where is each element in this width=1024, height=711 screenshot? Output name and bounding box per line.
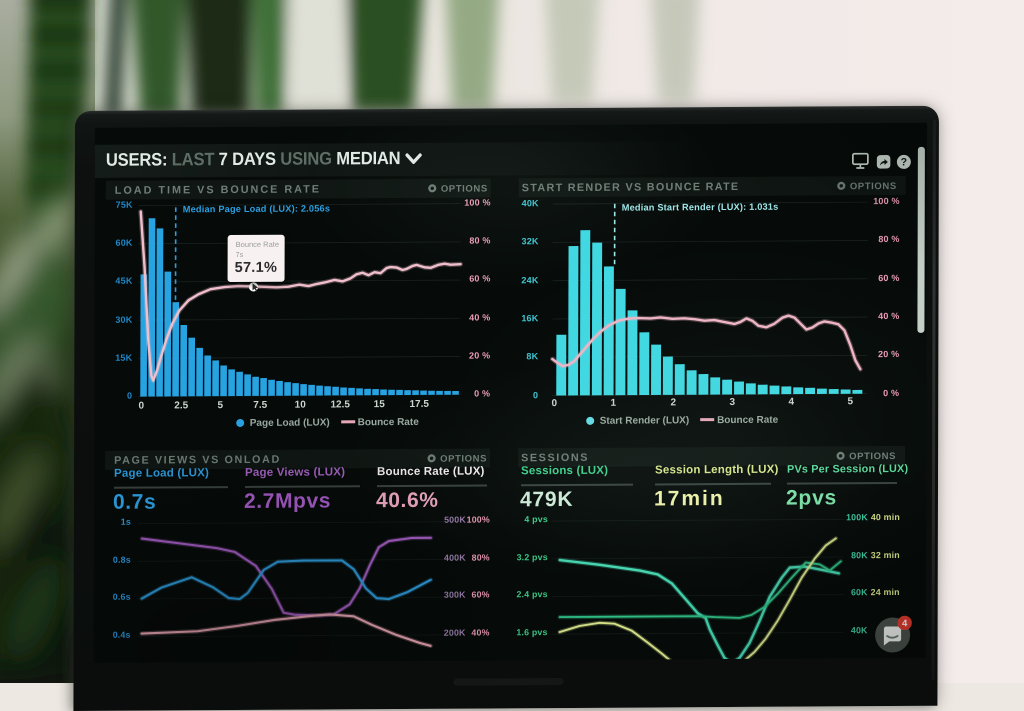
svg-text:?: ? — [901, 156, 907, 168]
svg-text:4: 4 — [902, 618, 908, 629]
